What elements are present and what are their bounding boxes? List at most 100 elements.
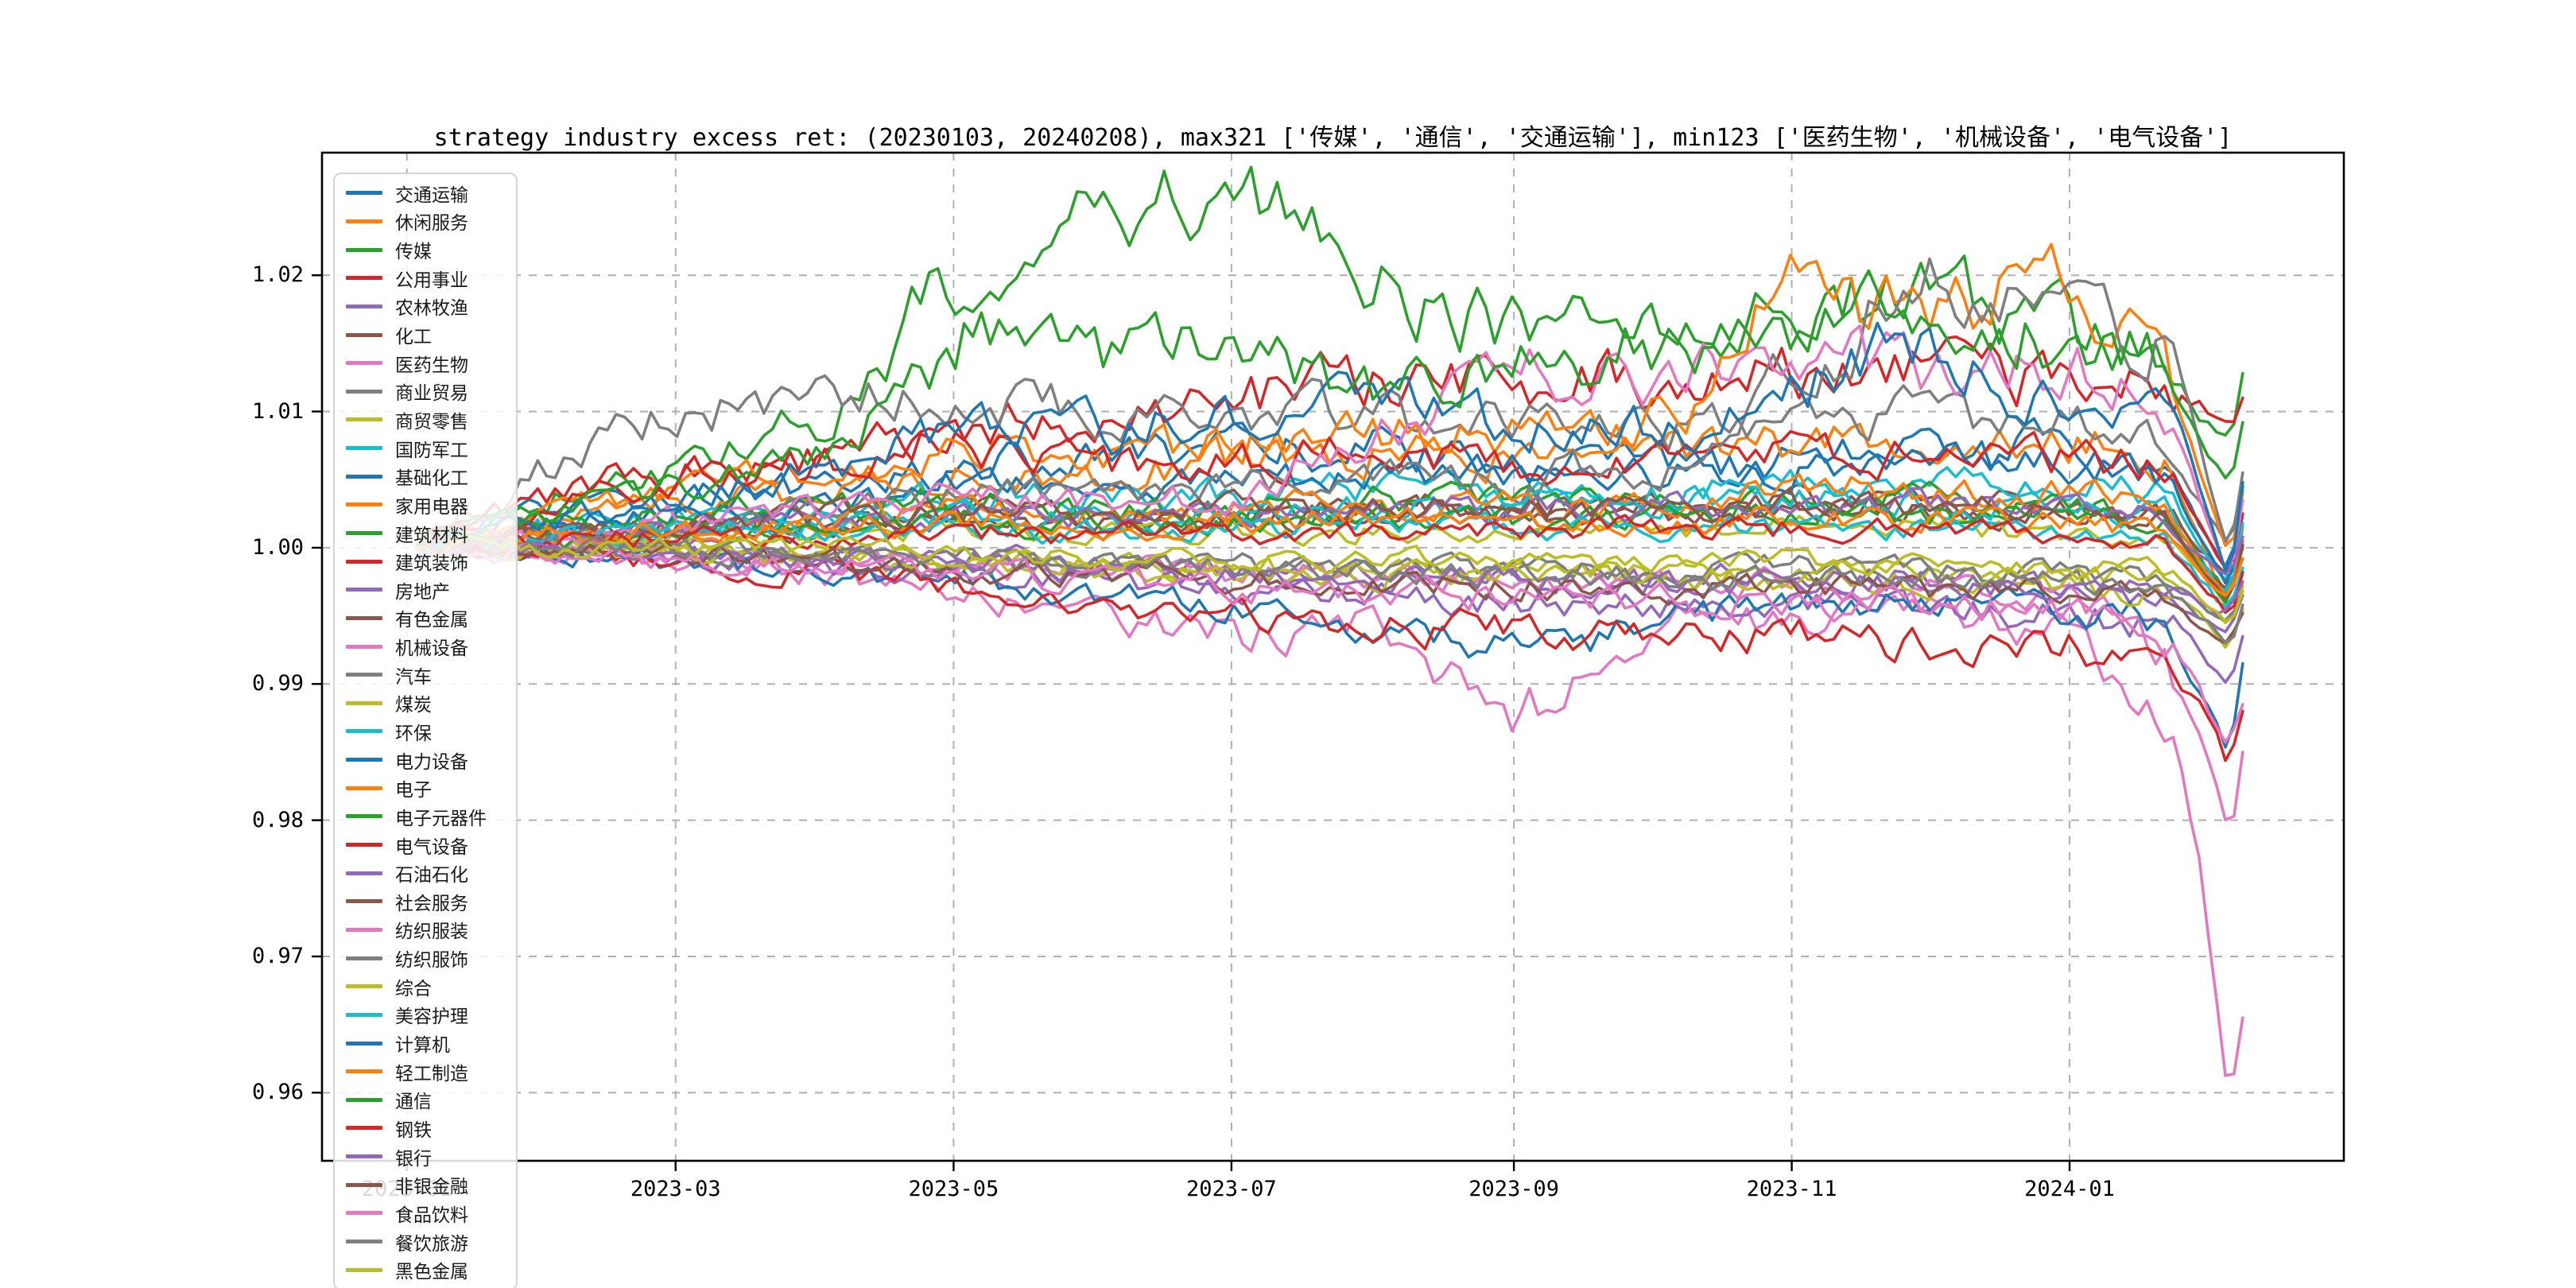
legend-item: 计算机 — [335, 1030, 516, 1057]
legend-swatch — [346, 673, 382, 677]
legend-label: 公用事业 — [395, 270, 468, 291]
legend-item: 石油石化 — [335, 859, 516, 886]
series-line — [414, 488, 2244, 601]
legend-item: 煤炭 — [335, 689, 516, 716]
series-line — [414, 466, 2244, 582]
legend-label: 非银金融 — [395, 1177, 468, 1198]
legend-item: 农林牧渔 — [335, 293, 516, 320]
legend-swatch — [346, 1154, 382, 1159]
legend-label: 交通运输 — [395, 184, 468, 206]
series-line — [414, 514, 2244, 615]
legend-label: 家用电器 — [395, 496, 468, 518]
legend-label: 综合 — [395, 978, 432, 999]
legend-item: 机械设备 — [335, 633, 516, 660]
series-line — [414, 542, 2244, 749]
legend-swatch — [346, 814, 382, 819]
legend-label: 煤炭 — [395, 695, 432, 716]
legend-item: 银行 — [335, 1143, 516, 1170]
legend-swatch — [346, 332, 382, 337]
legend-label: 传媒 — [395, 242, 432, 263]
legend: 交通运输 休闲服务 传媒 公用事业 农林牧渔 化工 医药生物 商业贸易 商贸零售 国防军工 基础化工… — [333, 173, 518, 1288]
series-line — [414, 534, 2244, 645]
y-tick-label: 1.01 — [251, 398, 304, 424]
y-tick-label: 1.02 — [251, 262, 304, 288]
legend-swatch — [346, 729, 382, 734]
legend-item: 纺织服饰 — [335, 945, 516, 972]
x-tick-label: 2023-09 — [1468, 1177, 1559, 1201]
legend-label: 银行 — [395, 1148, 432, 1170]
x-tick-label: 2023-03 — [630, 1177, 721, 1201]
legend-item: 商业贸易 — [335, 378, 516, 405]
legend-swatch — [346, 644, 382, 649]
series-line — [414, 541, 2244, 744]
legend-label: 美容护理 — [395, 1007, 468, 1028]
legend-swatch — [346, 956, 382, 960]
series-line — [414, 534, 2244, 623]
legend-item: 家用电器 — [335, 491, 516, 518]
legend-swatch — [346, 502, 382, 507]
legend-item: 通信 — [335, 1086, 516, 1113]
legend-item: 国防军工 — [335, 435, 516, 462]
legend-swatch — [346, 191, 382, 196]
x-tick-label: 2023-11 — [1746, 1177, 1837, 1201]
legend-label: 医药生物 — [395, 355, 468, 376]
legend-label: 纺织服饰 — [395, 950, 468, 972]
legend-swatch — [346, 700, 382, 705]
legend-item: 轻工制造 — [335, 1058, 516, 1085]
legend-item: 社会服务 — [335, 888, 516, 915]
legend-swatch — [346, 1182, 382, 1187]
legend-item: 有色金属 — [335, 604, 516, 631]
legend-swatch — [346, 984, 382, 989]
legend-item: 化工 — [335, 321, 516, 348]
legend-swatch — [346, 417, 382, 422]
legend-label: 电子元器件 — [395, 808, 487, 829]
legend-swatch — [346, 1126, 382, 1131]
legend-label: 电子 — [395, 780, 432, 801]
legend-swatch — [346, 1211, 382, 1216]
legend-swatch — [346, 1069, 382, 1074]
legend-swatch — [346, 446, 382, 451]
legend-item: 综合 — [335, 973, 516, 1000]
legend-item: 建筑材料 — [335, 520, 516, 547]
legend-swatch — [346, 304, 382, 308]
legend-label: 通信 — [395, 1092, 432, 1113]
legend-item: 非银金融 — [335, 1171, 516, 1198]
legend-swatch — [346, 786, 382, 790]
legend-label: 环保 — [395, 723, 432, 744]
series-line — [414, 324, 2244, 571]
legend-item: 钢铁 — [335, 1115, 516, 1142]
legend-label: 商业贸易 — [395, 383, 468, 405]
legend-item: 交通运输 — [335, 180, 516, 207]
series-line — [414, 535, 2244, 622]
legend-swatch — [346, 871, 382, 875]
legend-item: 食品饮料 — [335, 1200, 516, 1227]
legend-label: 轻工制造 — [395, 1063, 468, 1084]
legend-item: 电力设备 — [335, 747, 516, 774]
legend-label: 电力设备 — [395, 751, 468, 773]
x-tick-label: 2023-05 — [908, 1177, 999, 1201]
legend-label: 化工 — [395, 327, 432, 348]
series-line — [414, 480, 2244, 593]
legend-swatch — [346, 1267, 382, 1272]
legend-label: 有色金属 — [395, 610, 468, 631]
legend-swatch — [346, 1097, 382, 1102]
legend-label: 农林牧渔 — [395, 298, 468, 320]
legend-item: 电气设备 — [335, 832, 516, 859]
legend-swatch — [346, 247, 382, 252]
legend-swatch — [346, 899, 382, 904]
legend-item: 纺织服装 — [335, 916, 516, 943]
legend-item: 汽车 — [335, 661, 516, 689]
legend-item: 黑色金属 — [335, 1256, 516, 1283]
series-line — [414, 537, 2244, 615]
legend-label: 房地产 — [395, 581, 450, 603]
x-tick-label: 2023-07 — [1185, 1177, 1277, 1201]
legend-item: 环保 — [335, 718, 516, 745]
legend-label: 电气设备 — [395, 836, 468, 858]
legend-swatch — [346, 615, 382, 620]
legend-item: 房地产 — [335, 576, 516, 603]
legend-label: 汽车 — [395, 666, 432, 688]
y-tick-label: 0.98 — [251, 807, 304, 832]
legend-label: 钢铁 — [395, 1119, 432, 1141]
legend-item: 餐饮旅游 — [335, 1228, 516, 1255]
